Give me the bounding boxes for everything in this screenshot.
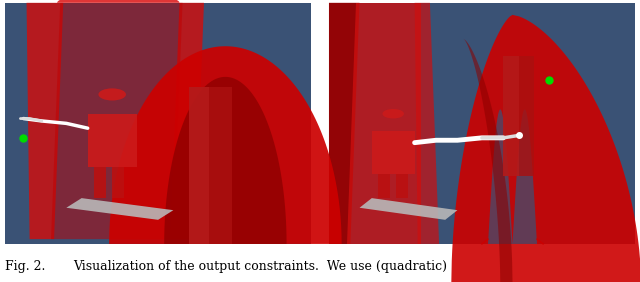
Polygon shape	[329, 3, 360, 244]
Bar	[189, 87, 209, 244]
Polygon shape	[488, 109, 537, 244]
Bar	[396, 174, 408, 198]
Bar	[329, 3, 635, 244]
Polygon shape	[67, 198, 173, 220]
Polygon shape	[415, 3, 439, 244]
Polygon shape	[109, 46, 342, 244]
Polygon shape	[26, 3, 63, 239]
Bar	[378, 174, 390, 198]
Circle shape	[99, 88, 126, 100]
Bar	[94, 167, 106, 198]
Bar	[88, 114, 137, 167]
Polygon shape	[360, 198, 458, 220]
Polygon shape	[51, 3, 182, 239]
Bar	[112, 167, 124, 198]
Circle shape	[383, 109, 404, 118]
Polygon shape	[348, 3, 420, 244]
Polygon shape	[463, 39, 513, 282]
Polygon shape	[170, 3, 204, 239]
Bar	[5, 3, 311, 244]
Bar	[503, 56, 518, 177]
Polygon shape	[57, 0, 182, 3]
Bar	[503, 56, 534, 177]
Bar	[372, 131, 415, 174]
Polygon shape	[451, 15, 640, 282]
Polygon shape	[158, 77, 296, 244]
Text: Fig. 2.: Fig. 2.	[5, 260, 45, 273]
Bar	[189, 87, 232, 244]
Text: Visualization of the output constraints.  We use (quadratic): Visualization of the output constraints.…	[74, 260, 447, 273]
